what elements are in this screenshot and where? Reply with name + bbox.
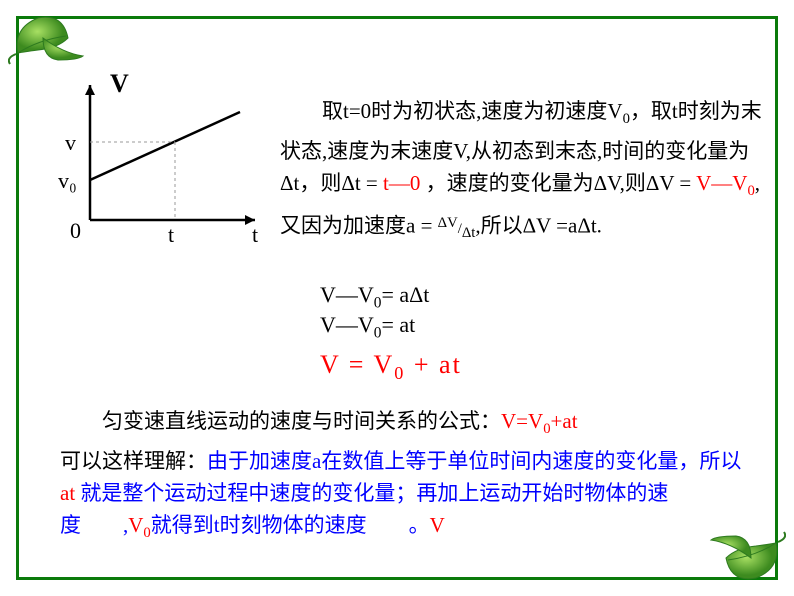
x-axis-label: t	[252, 222, 258, 247]
main-formula: V = V0 + at	[320, 350, 462, 384]
leaf-decoration-tl	[8, 8, 88, 68]
y-axis-label: V	[110, 70, 129, 98]
origin-label: 0	[70, 218, 81, 243]
leaf-decoration-br	[706, 528, 786, 588]
paragraph-top: 取t=0时为初状态,速度为初速度V0，取t时刻为末状态,速度为末速度V,从初态到…	[280, 95, 764, 249]
paragraph-bottom: 匀变速直线运动的速度与时间关系的公式：V=V0+at 可以这样理解：由于加速度a…	[60, 405, 754, 549]
vt-chart: V t 0 v v₀ t	[40, 70, 270, 250]
y-mark-v0: v₀	[58, 168, 77, 193]
y-mark-v: v	[65, 130, 76, 155]
derivation-lines: V—V0= aΔt V—V0= at	[320, 282, 429, 343]
x-mark-t: t	[168, 222, 174, 247]
